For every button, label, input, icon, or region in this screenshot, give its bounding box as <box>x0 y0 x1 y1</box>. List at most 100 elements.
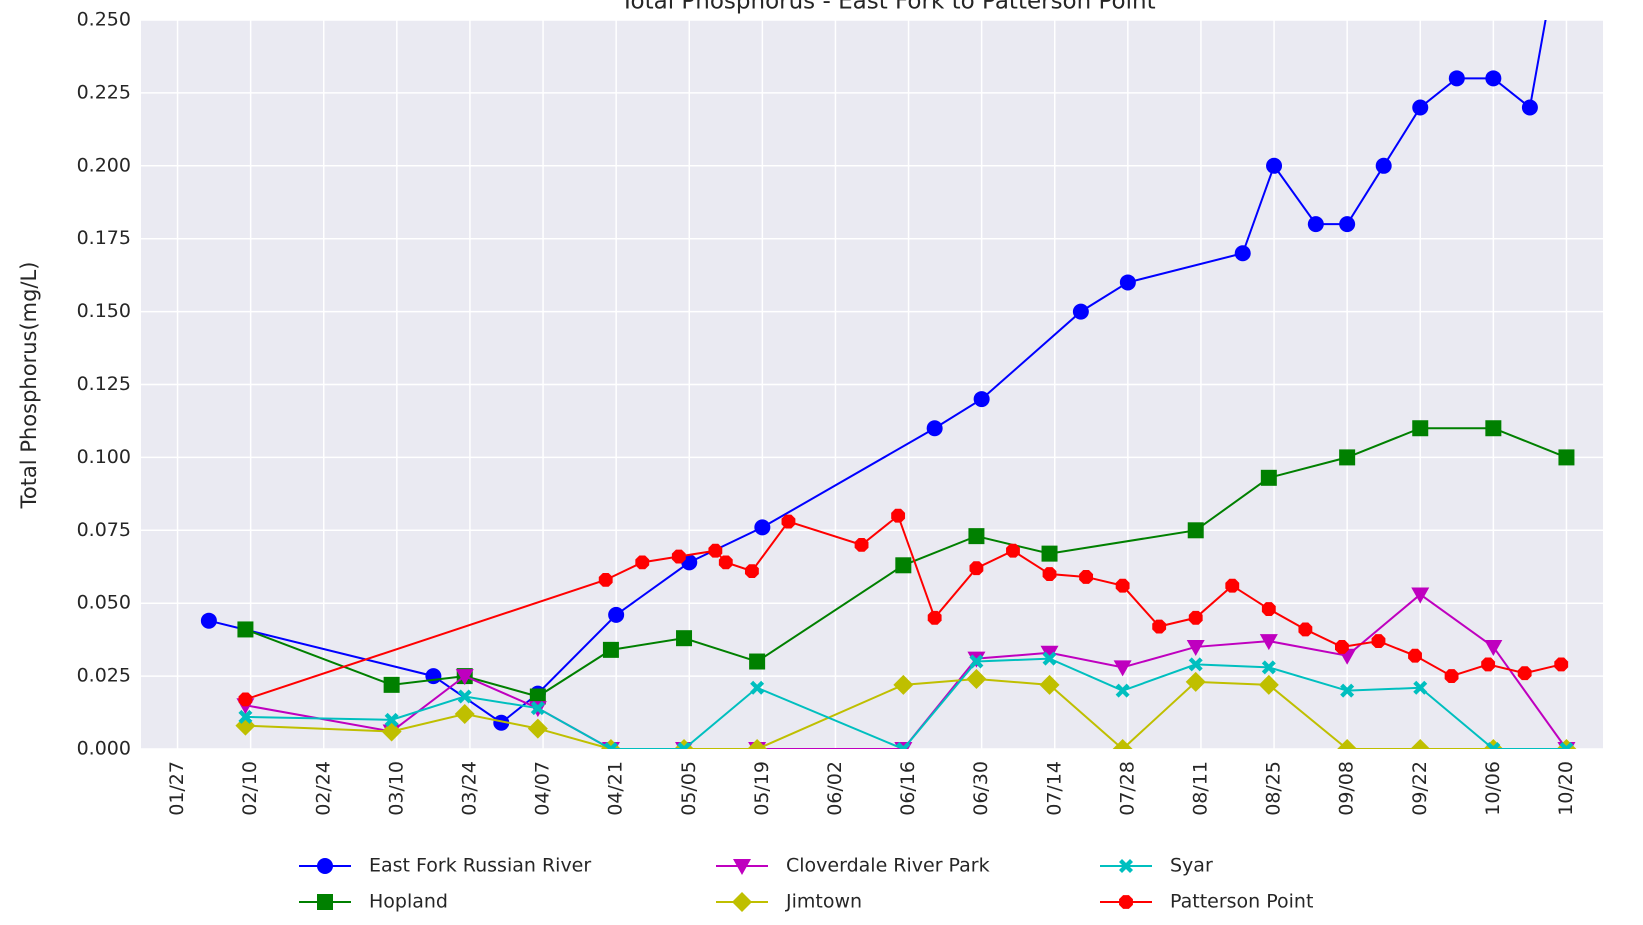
marker <box>969 561 984 576</box>
marker <box>895 557 912 574</box>
legend-item: Jimtown <box>716 891 862 913</box>
marker <box>598 572 613 587</box>
marker <box>926 420 943 437</box>
marker <box>749 653 766 670</box>
legend-item: East Fork Russian River <box>299 855 591 877</box>
marker <box>381 721 402 742</box>
marker <box>1039 674 1060 695</box>
legend-label: Syar <box>1170 855 1213 877</box>
chart-title: Total Phosphorus - East Fork to Patterso… <box>619 0 1155 15</box>
marker <box>457 689 472 704</box>
x-tick-label: 07/14 <box>1043 761 1065 816</box>
marker <box>1260 469 1277 486</box>
marker <box>754 519 771 536</box>
marker <box>732 892 752 912</box>
x-tick-label: 10/20 <box>1555 761 1577 816</box>
marker <box>602 641 619 658</box>
marker <box>529 688 546 705</box>
marker <box>238 709 253 724</box>
legend-item: Hopland <box>299 891 448 913</box>
marker <box>1486 742 1501 749</box>
marker <box>1410 739 1431 749</box>
marker <box>1411 587 1430 604</box>
marker <box>1444 669 1459 684</box>
y-tick-label: 0.050 <box>77 592 131 614</box>
y-tick-label: 0.250 <box>77 9 131 31</box>
marker <box>1337 739 1358 749</box>
y-tick-label: 0.150 <box>77 300 131 322</box>
marker <box>1258 674 1279 695</box>
marker <box>1042 651 1057 666</box>
x-tick-label: 05/05 <box>678 761 700 816</box>
x-tick-label: 05/19 <box>751 761 773 816</box>
marker <box>1484 639 1503 656</box>
marker <box>635 555 650 570</box>
marker <box>1188 657 1203 672</box>
x-tick-label: 03/24 <box>458 761 480 816</box>
marker <box>1259 634 1278 651</box>
marker <box>1112 739 1133 749</box>
x-tick-label: 09/22 <box>1409 761 1431 816</box>
marker <box>1412 420 1429 437</box>
x-tick-label: 08/11 <box>1189 761 1211 816</box>
marker <box>896 742 911 749</box>
marker <box>1234 245 1251 262</box>
marker <box>1558 449 1575 466</box>
marker <box>1334 640 1349 654</box>
marker <box>1521 99 1538 116</box>
x-tick-label: 04/21 <box>605 761 627 816</box>
marker <box>1340 683 1355 698</box>
marker <box>671 549 686 564</box>
y-tick-label: 0.175 <box>77 227 131 249</box>
marker <box>1339 216 1356 233</box>
marker <box>1186 639 1205 656</box>
x-tick-label: 04/07 <box>532 761 554 816</box>
y-tick-label: 0.000 <box>77 738 131 760</box>
marker <box>1152 619 1167 634</box>
marker <box>744 564 759 579</box>
x-tick-label: 09/08 <box>1336 761 1358 816</box>
marker <box>854 537 869 552</box>
marker <box>603 742 618 749</box>
marker <box>1225 578 1240 593</box>
marker <box>1517 666 1532 681</box>
x-tick-label: 02/24 <box>312 761 334 816</box>
marker <box>317 858 333 874</box>
y-tick-label: 0.200 <box>77 154 131 176</box>
marker <box>383 676 400 693</box>
legend-label: East Fork Russian River <box>369 855 591 877</box>
marker <box>747 739 768 749</box>
x-tick-label: 03/10 <box>385 761 407 816</box>
marker <box>1187 522 1204 539</box>
marker <box>969 654 984 669</box>
x-tick-label: 02/10 <box>239 761 261 816</box>
marker <box>1481 657 1496 672</box>
x-tick-label: 08/25 <box>1263 761 1285 816</box>
marker <box>1261 660 1276 675</box>
marker <box>1119 859 1133 873</box>
marker <box>966 669 987 690</box>
marker <box>454 704 475 725</box>
marker <box>1339 449 1356 466</box>
marker <box>1559 742 1574 749</box>
legend-label: Patterson Point <box>1170 891 1313 913</box>
marker <box>893 674 914 695</box>
marker <box>1006 543 1020 558</box>
marker <box>493 714 510 731</box>
marker <box>1408 648 1422 663</box>
marker <box>973 391 990 408</box>
marker <box>1042 567 1057 581</box>
marker <box>1119 274 1136 291</box>
legend-item: Patterson Point <box>1100 891 1313 913</box>
marker <box>608 606 625 623</box>
marker <box>891 508 906 523</box>
legend-item: Syar <box>1100 855 1213 877</box>
y-tick-label: 0.125 <box>77 373 131 395</box>
marker <box>750 680 765 695</box>
marker <box>1040 645 1059 662</box>
marker <box>1115 683 1130 698</box>
marker <box>1266 157 1283 174</box>
marker <box>384 712 399 727</box>
y-tick-label: 0.225 <box>77 81 131 103</box>
marker <box>237 621 254 638</box>
